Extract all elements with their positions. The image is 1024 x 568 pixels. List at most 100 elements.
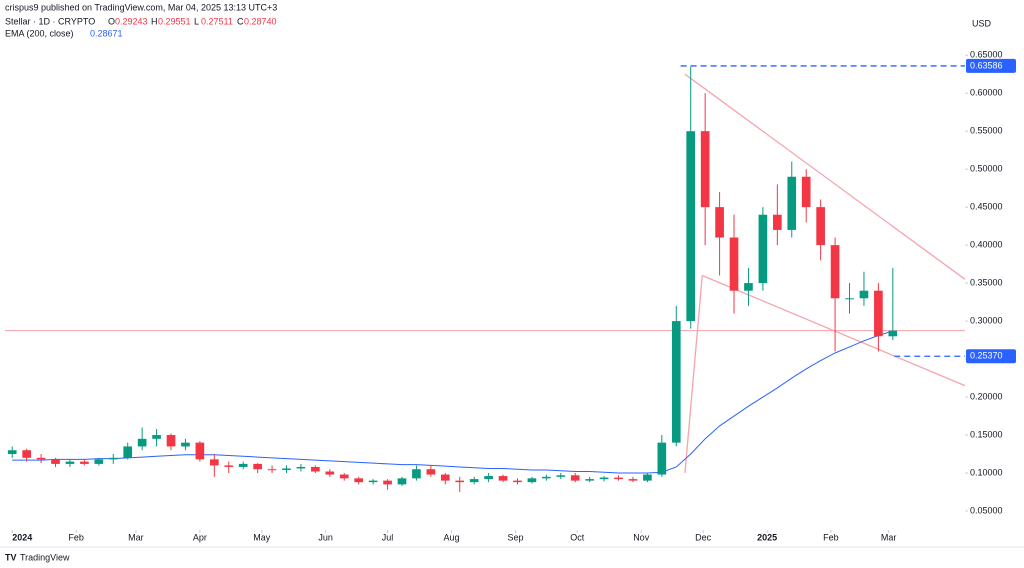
x-tick-label: Feb bbox=[68, 532, 84, 542]
candle-body bbox=[614, 477, 623, 480]
candle-body bbox=[282, 468, 291, 470]
y-tick-label: 0.15000 bbox=[970, 429, 1003, 439]
candle-body bbox=[758, 214, 768, 284]
y-tick-label: 0.55000 bbox=[970, 126, 1003, 136]
ema-line bbox=[12, 330, 893, 474]
candle-body bbox=[166, 435, 176, 447]
candle-body bbox=[556, 475, 566, 477]
candle-body bbox=[339, 474, 349, 479]
indicator-name: EMA (200, close) bbox=[5, 28, 74, 38]
y-tick-label: 0.65000 bbox=[970, 50, 1003, 60]
candle-body bbox=[513, 480, 522, 483]
x-tick-label: Apr bbox=[193, 532, 207, 542]
level-box bbox=[966, 349, 1016, 364]
x-tick-label: Aug bbox=[444, 532, 460, 542]
x-tick-label: Mar bbox=[881, 532, 897, 542]
candle-body bbox=[65, 461, 75, 464]
currency: USD bbox=[972, 18, 992, 28]
y-tick-label: 0.10000 bbox=[970, 467, 1003, 477]
candle-body bbox=[238, 463, 248, 467]
y-tick-label: 0.30000 bbox=[970, 315, 1003, 325]
candle-body bbox=[570, 475, 580, 481]
candle-body bbox=[729, 237, 739, 291]
candle-body bbox=[440, 474, 450, 481]
ohlc-key: L bbox=[194, 16, 199, 26]
candle-body bbox=[628, 479, 638, 481]
y-tick-label: 0.40000 bbox=[970, 239, 1003, 249]
x-tick-label: Mar bbox=[128, 532, 144, 542]
candle-body bbox=[845, 298, 854, 300]
candle-body bbox=[686, 131, 696, 322]
candle-body bbox=[123, 446, 133, 458]
indicator-value: 0.28671 bbox=[90, 28, 123, 38]
x-tick-label: 2024 bbox=[12, 532, 32, 542]
x-tick-label: Feb bbox=[823, 532, 839, 542]
candle-body bbox=[152, 435, 161, 439]
candle-body bbox=[585, 479, 594, 481]
candle-body bbox=[773, 214, 782, 230]
x-tick-label: Nov bbox=[633, 532, 650, 542]
candle-body bbox=[80, 461, 89, 464]
candle-body bbox=[744, 283, 753, 291]
candle-body bbox=[137, 438, 147, 447]
candle-body bbox=[397, 478, 407, 485]
y-tick-label: 0.50000 bbox=[970, 164, 1003, 174]
candle-body bbox=[94, 459, 104, 464]
y-tick-label: 0.35000 bbox=[970, 277, 1003, 287]
candle-body bbox=[36, 457, 46, 460]
candle-body bbox=[671, 321, 681, 443]
trend-line bbox=[684, 275, 703, 474]
candle-body bbox=[469, 479, 479, 483]
candle-body bbox=[816, 207, 825, 246]
candle-body bbox=[368, 480, 378, 483]
symbol: Stellar · 1D · CRYPTO bbox=[5, 16, 95, 26]
ohlc-key: C bbox=[237, 16, 244, 26]
candle-body bbox=[527, 478, 537, 483]
x-tick-label: Jun bbox=[318, 532, 333, 542]
x-tick-label: 2025 bbox=[757, 532, 777, 542]
candle-body bbox=[224, 465, 234, 467]
candle-body bbox=[801, 176, 811, 208]
level-label: 0.25370 bbox=[970, 351, 1003, 361]
candle-body bbox=[599, 477, 609, 480]
ohlc-value: 0.29551 bbox=[158, 16, 191, 26]
candle-body bbox=[296, 466, 306, 469]
x-tick-label: Dec bbox=[695, 532, 712, 542]
candle-body bbox=[383, 480, 392, 485]
x-tick-label: May bbox=[253, 532, 271, 542]
y-tick-label: 0.60000 bbox=[970, 88, 1003, 98]
candle-body bbox=[22, 450, 31, 458]
candle-body bbox=[455, 480, 465, 483]
level-box bbox=[966, 58, 1016, 73]
candle-body bbox=[412, 469, 421, 479]
candle-body bbox=[354, 478, 364, 483]
ohlc-key: H bbox=[151, 16, 158, 26]
candle-body bbox=[181, 442, 190, 447]
candle-body bbox=[700, 131, 710, 208]
ohlc-value: 0.27511 bbox=[201, 16, 233, 26]
candle-body bbox=[426, 469, 436, 475]
candle-body bbox=[498, 476, 508, 481]
candle-body bbox=[51, 459, 60, 464]
trend-line bbox=[684, 73, 966, 280]
candle-body bbox=[859, 290, 869, 299]
y-tick-label: 0.20000 bbox=[970, 391, 1003, 401]
logo-mark: TV bbox=[5, 552, 17, 562]
candle-body bbox=[874, 290, 883, 337]
ohlc-value: 0.28740 bbox=[244, 16, 277, 26]
candle-body bbox=[484, 476, 493, 480]
y-tick-label: 0.45000 bbox=[970, 202, 1003, 212]
candle-body bbox=[542, 476, 551, 479]
candle-body bbox=[643, 474, 652, 481]
candle-body bbox=[325, 471, 335, 475]
candle-body bbox=[108, 457, 118, 460]
candle-body bbox=[267, 469, 277, 471]
candle-body bbox=[209, 459, 219, 466]
x-tick-label: Sep bbox=[507, 532, 523, 542]
candle-body bbox=[715, 207, 724, 238]
published-note: crispus9 published on TradingView.com, M… bbox=[5, 2, 277, 12]
ohlc-value: 0.29243 bbox=[115, 16, 148, 26]
candle-body bbox=[195, 442, 205, 460]
candle-body bbox=[787, 176, 797, 230]
